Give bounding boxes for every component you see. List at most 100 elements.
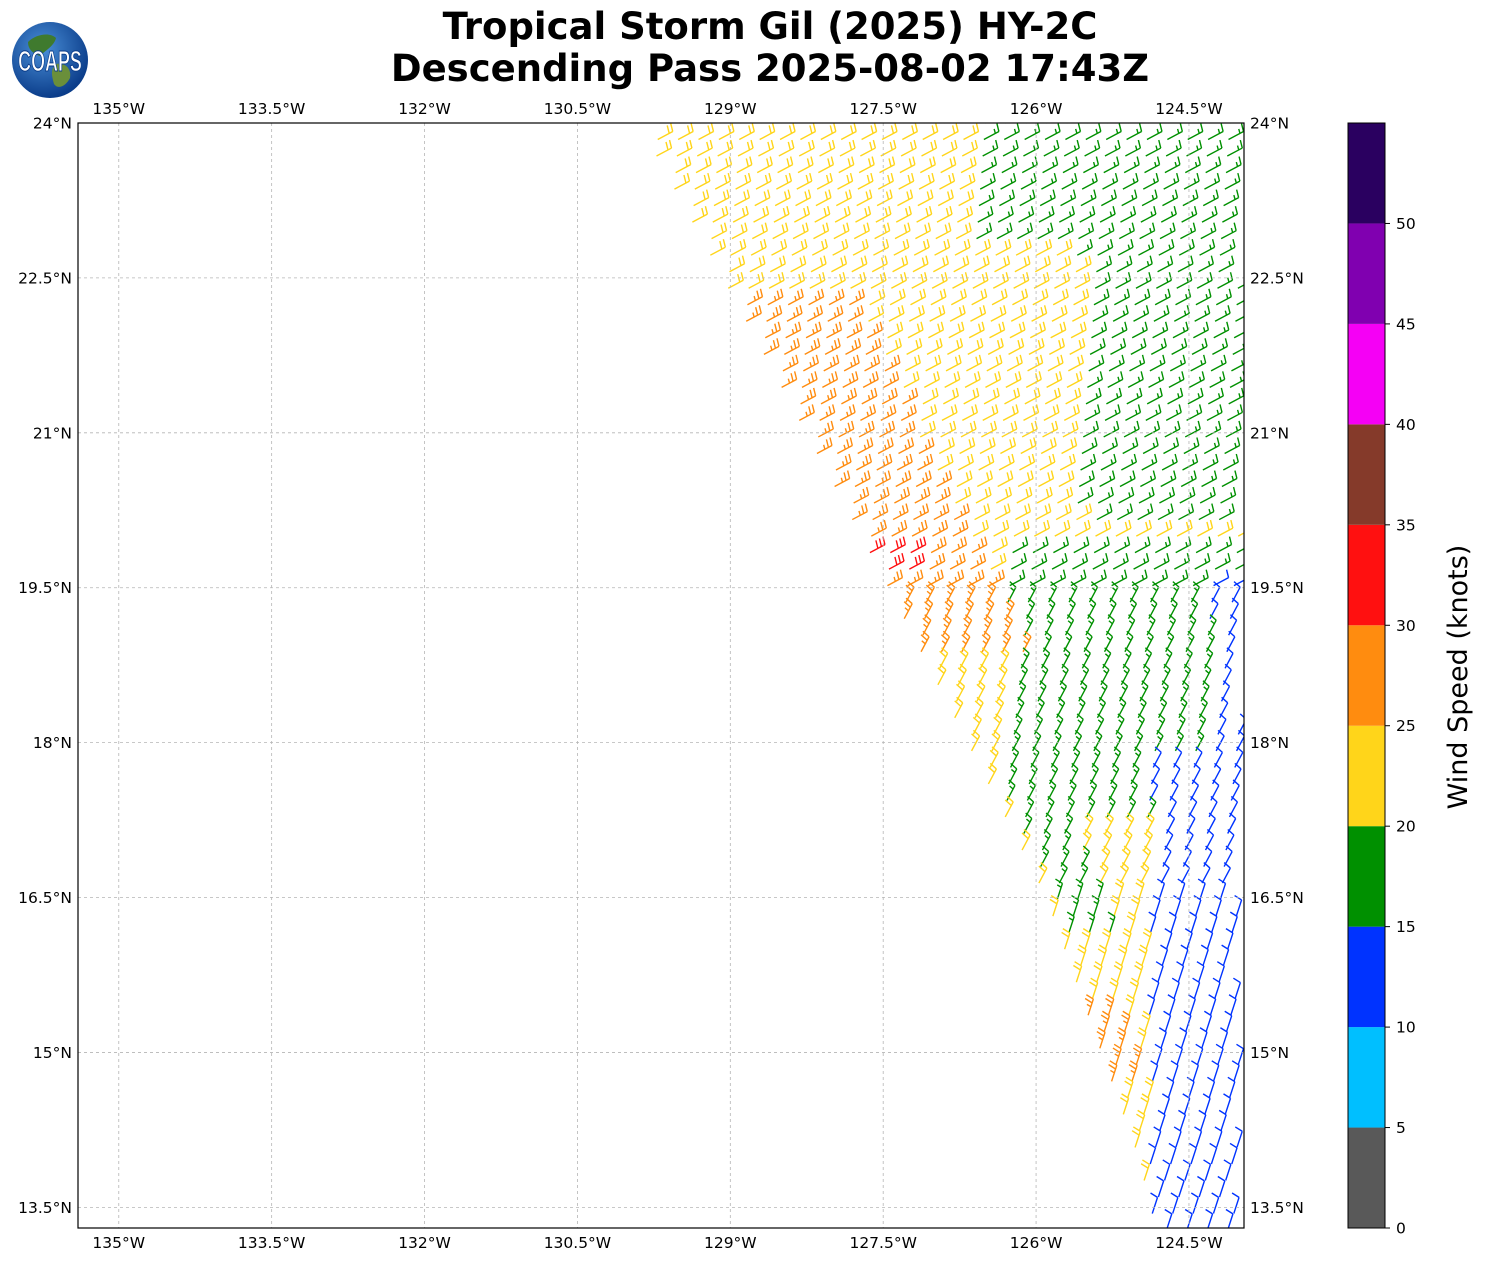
wind-barb [783,338,801,355]
wind-barb [1072,305,1089,322]
wind-barb [892,255,909,273]
wind-barb [894,222,911,240]
wind-barb [979,172,996,190]
wind-barb [1010,305,1027,322]
wind-barb [1217,519,1234,537]
wind-barb [960,156,977,174]
wind-barb [1020,437,1037,455]
wind-barb [977,205,994,223]
wind-barb [1161,1093,1171,1115]
wind-barb [1097,486,1114,504]
wind-barb [1058,205,1076,223]
wind-barb [774,189,791,207]
wind-barb [856,189,873,207]
wind-barb [1170,1192,1179,1214]
wind-barb [982,139,999,157]
wind-barb [1093,288,1110,306]
lon-tick-label: 129°W [704,1234,757,1252]
wind-barb [1145,404,1162,422]
wind-barb [881,387,898,405]
wind-barb [889,536,907,554]
wind-barb [945,354,962,372]
lon-tick-label: 129°W [704,100,757,118]
wind-barb [1081,928,1091,950]
chart-title: Tropical Storm Gil (2025) HY-2C Descendi… [160,6,1380,90]
colorbar-tick-label: 20 [1396,818,1416,836]
wind-barb [900,404,917,422]
wind-barb [1213,894,1222,917]
lat-tick-label: 18°N [33,734,72,752]
wind-barb [1013,519,1030,537]
wind-barb [1133,552,1150,570]
wind-barb [1195,1043,1204,1066]
wind-barb [975,239,992,256]
wind-barb [987,338,1004,355]
wind-barb [1107,911,1116,933]
wind-barb [1108,1060,1118,1082]
wind-barb [939,172,956,190]
wind-barb [1043,404,1060,422]
lon-tick-label: 126°W [1010,100,1063,118]
wind-barb [1178,239,1195,256]
wind-barb [826,321,843,339]
wind-barb [1068,354,1085,372]
wind-barb [835,453,852,471]
wind-barb [1139,222,1156,240]
wind-barb [1037,222,1054,240]
wind-barb [1201,862,1211,884]
wind-barb [800,387,817,405]
wind-barb [976,470,993,488]
wind-barb [938,437,955,455]
wind-barb [897,189,914,207]
wind-barb [1077,486,1094,504]
wind-barb [1228,123,1244,141]
wind-barb [798,404,815,422]
wind-barb [857,437,874,455]
wind-barb [987,762,998,785]
wind-barb [1215,1043,1224,1066]
wind-barb [792,222,809,240]
lat-tick-label: 13.5°N [18,1199,72,1217]
wind-barb [1061,437,1078,455]
wind-barb [837,172,854,190]
lon-tick-label: 130.5°W [544,100,611,118]
wind-barb [881,123,898,141]
wind-barb [1221,862,1231,884]
wind-barb [1160,470,1177,488]
wind-barb [754,189,771,207]
wind-barb [903,371,920,388]
wind-barb [1135,519,1152,537]
wind-barb [1140,862,1150,884]
wind-barb [1003,123,1020,141]
wind-barb [1043,139,1060,157]
wind-barb [773,205,790,223]
wind-barb [1065,387,1082,405]
wind-barb [1110,894,1120,917]
wind-barb [937,663,947,686]
wind-barb [1140,1093,1150,1115]
wind-barb [711,222,728,240]
wind-barb [1170,1060,1179,1082]
wind-barb [1036,486,1053,504]
wind-barb [862,371,879,388]
wind-barb [856,453,873,471]
wind-barb [1054,519,1071,537]
lon-tick-label: 130.5°W [544,1234,611,1252]
wind-barb [997,470,1014,488]
colorbar-tick-label: 40 [1396,416,1416,434]
wind-barb [676,139,693,157]
wind-barb [1164,156,1181,174]
wind-barb [734,189,751,207]
wind-barb [1141,453,1158,471]
wind-barb [998,453,1015,471]
wind-barb [1087,911,1096,933]
lon-tick-label: 132°W [398,1234,451,1252]
wind-barb [930,536,947,554]
wind-barb [1049,894,1059,917]
wind-barb [819,139,836,157]
wind-barb [1217,1175,1226,1198]
wind-barb [696,139,713,157]
wind-barb [842,371,859,388]
wind-barb [961,139,978,157]
wind-barb [1053,536,1070,554]
